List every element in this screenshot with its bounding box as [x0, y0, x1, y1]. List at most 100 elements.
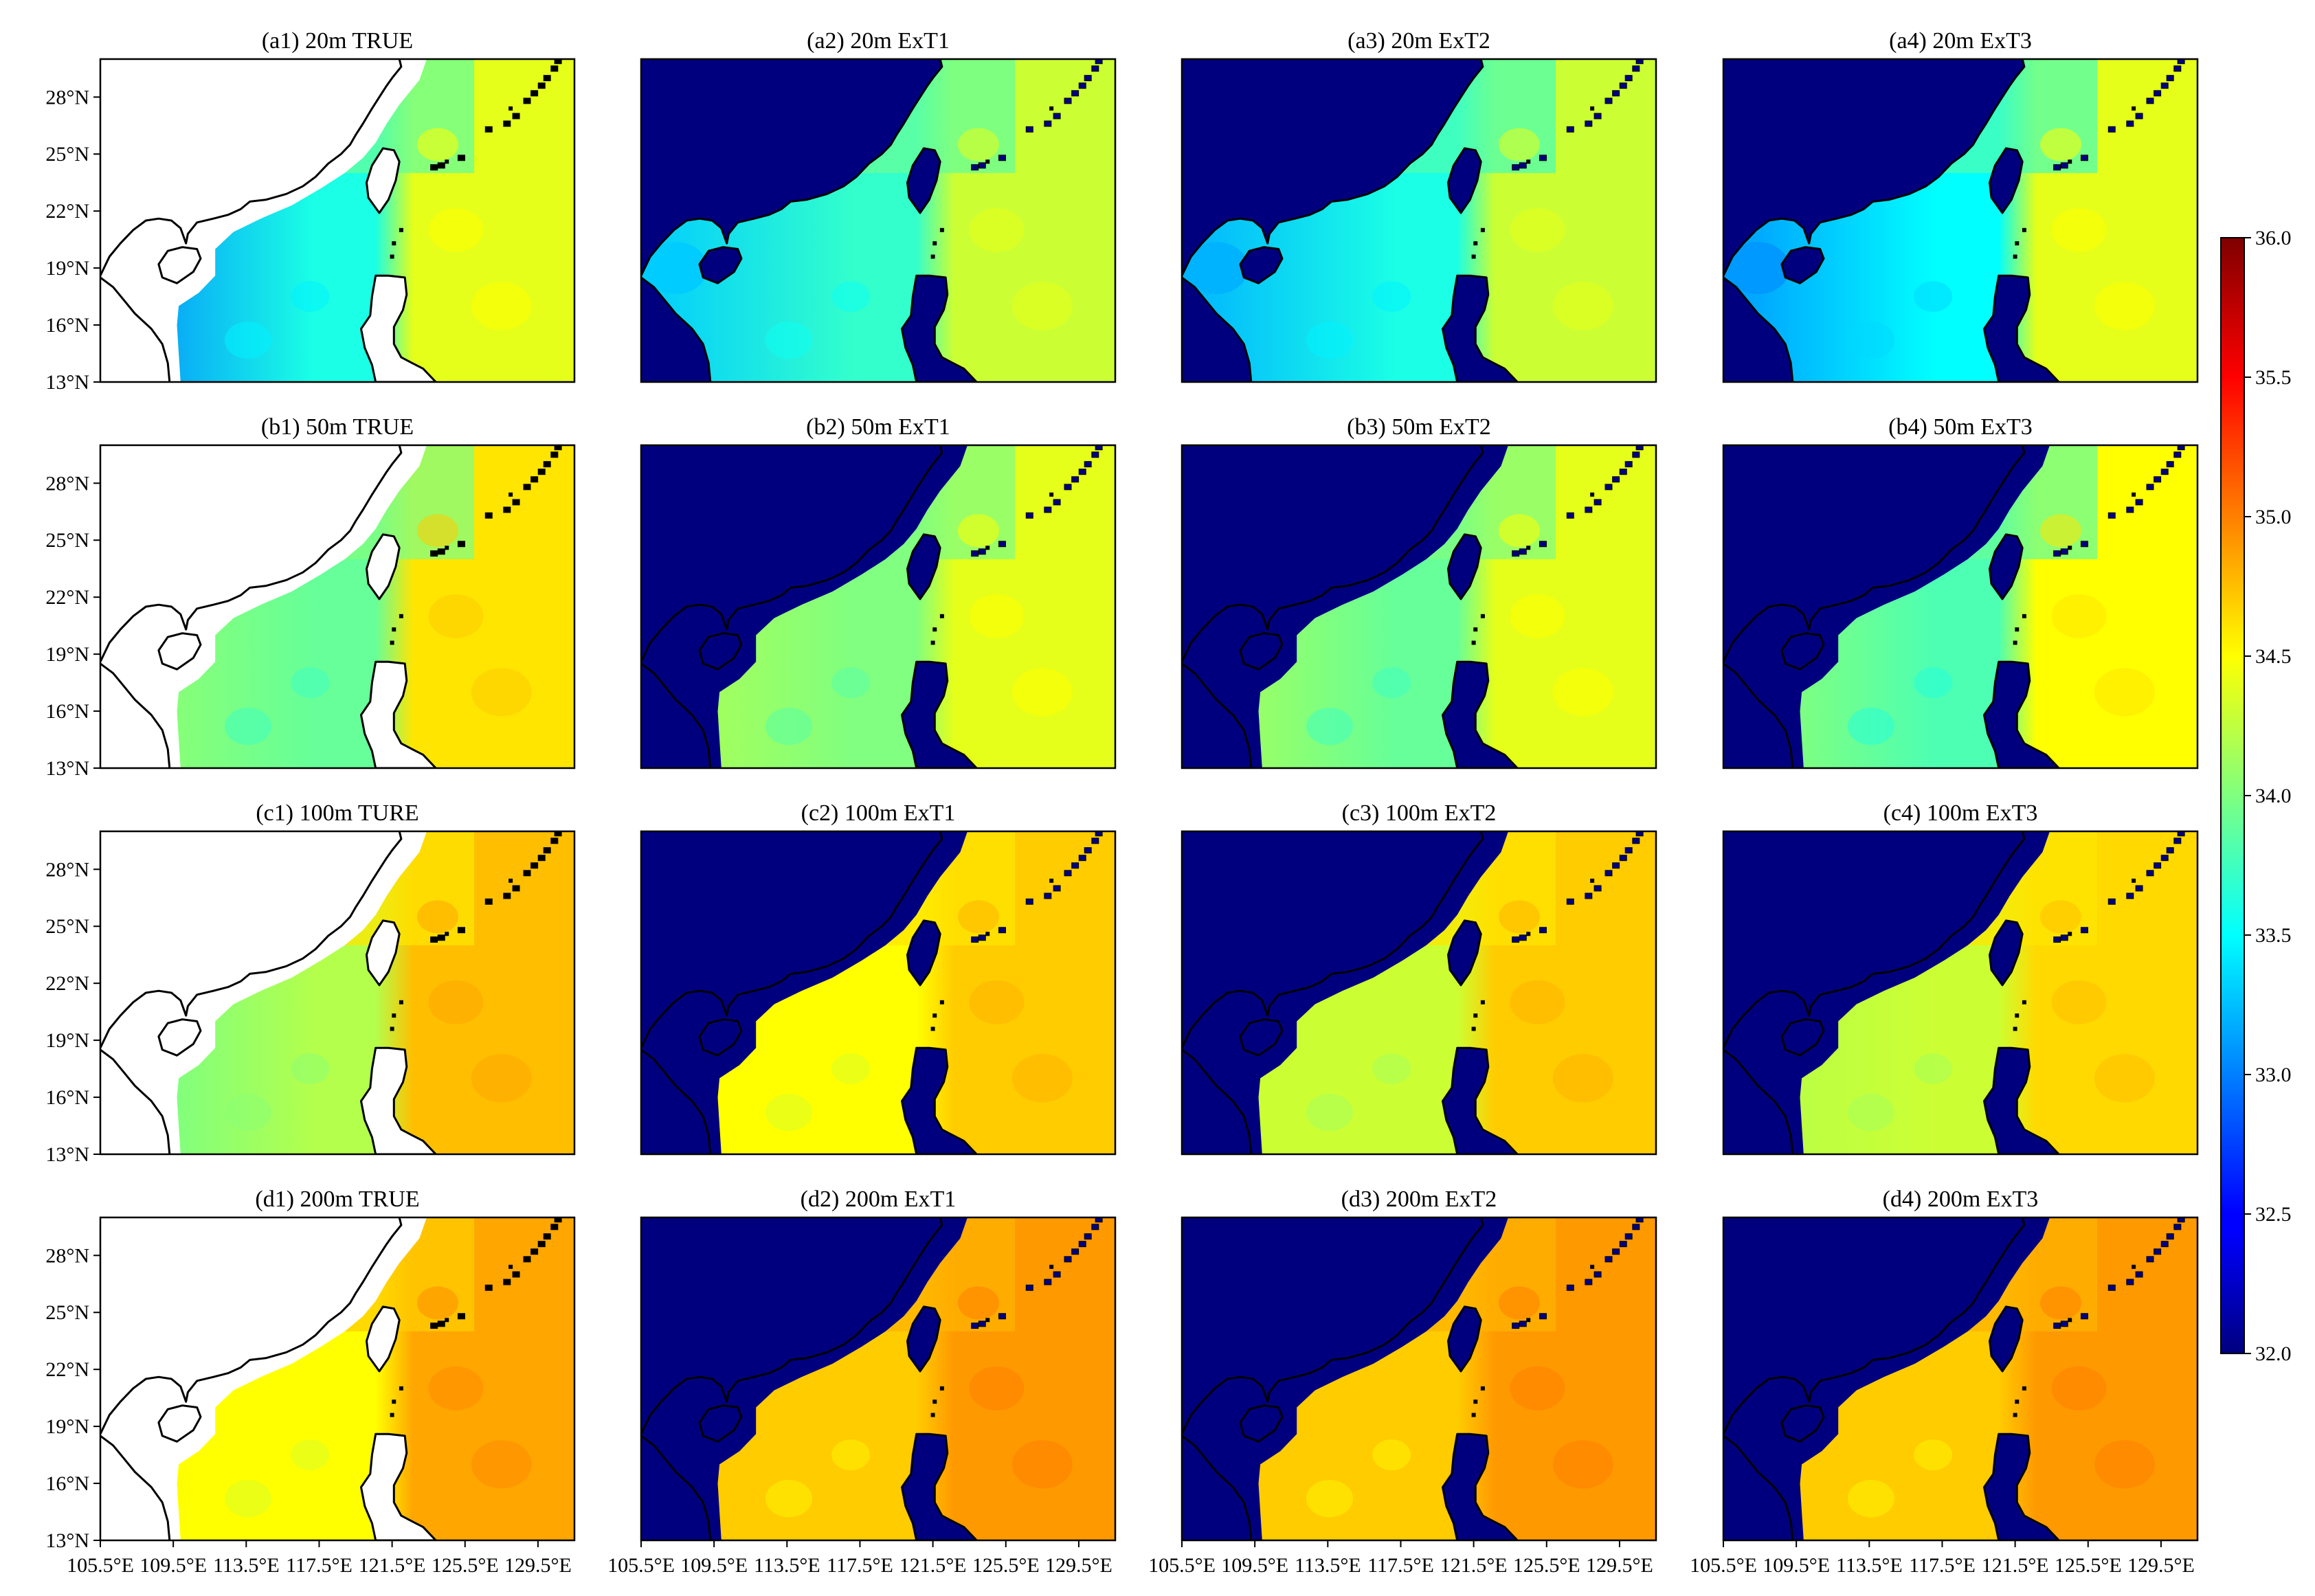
small-island [399, 614, 403, 618]
y-tick-label: 16°N [45, 1086, 89, 1109]
ryukyu-island [1619, 1241, 1627, 1248]
ryukyu-island [1612, 862, 1620, 869]
small-island [2015, 1013, 2020, 1018]
hainan-island [699, 247, 741, 284]
ryukyu-island [1624, 461, 1633, 468]
ryukyu-island [2053, 550, 2061, 557]
ryukyu-island [1585, 120, 1593, 127]
mainland-coastline [1182, 445, 1484, 662]
map-panel: (d2) 200m ExT1 105.5°E 109.5°E 113.5°E 117.5… [607, 1187, 1117, 1577]
ryukyu-island [1585, 506, 1593, 513]
ryukyu-island [1053, 885, 1061, 892]
small-island [932, 1400, 937, 1404]
y-tick-label: 22°N [45, 972, 89, 995]
ryukyu-island [1635, 59, 1644, 65]
panel-frame [1181, 58, 1657, 383]
ryukyu-island [1071, 90, 1080, 97]
eddy-feature [969, 594, 1025, 638]
ryukyu-island [554, 831, 562, 837]
small-island [1471, 254, 1476, 259]
ryukyu-island [437, 1320, 445, 1327]
luzon-island [361, 662, 436, 768]
ryukyu-island [998, 1313, 1006, 1320]
ryukyu-island [530, 862, 539, 869]
ryukyu-island [2107, 898, 2116, 905]
panel-title: (c4) 100m ExT3 [1883, 800, 2038, 826]
taiwan-island [1448, 534, 1481, 599]
ryukyu-island [1084, 75, 1092, 82]
mainland-landmass [1182, 277, 1251, 382]
taiwan-island [907, 1306, 941, 1371]
eddy-feature [1552, 1054, 1613, 1103]
ryukyu-island [1084, 847, 1092, 854]
map-panel: (c1) 100m TURE 13°N 16°N 19°N 22°N 25°N 28°N [45, 800, 576, 1166]
ryukyu-island [2060, 162, 2068, 169]
panel-title: (d3) 200m ExT2 [1341, 1187, 1497, 1212]
taiwan-island [907, 534, 941, 599]
y-tick-label: 19°N [45, 257, 89, 280]
ryukyu-island [1585, 892, 1593, 899]
ryukyu-island [1619, 469, 1627, 475]
small-island [932, 627, 937, 632]
small-island [399, 227, 403, 232]
small-island [1526, 1318, 1531, 1323]
eddy-feature [1306, 321, 1353, 359]
ryukyu-island [978, 162, 986, 169]
ryukyu-island [1539, 155, 1547, 161]
luzon-coastline [901, 1046, 978, 1154]
x-tick-label: 105.5°E [607, 1554, 675, 1577]
mainland-landmass [100, 831, 401, 1048]
ryukyu-island [1025, 1284, 1033, 1291]
ryukyu-island [1078, 82, 1086, 89]
small-island [2068, 546, 2072, 550]
colorbar-tick-label: 32.5 [2255, 1203, 2292, 1226]
ryukyu-island [2080, 155, 2088, 161]
ryukyu-island [2135, 499, 2143, 506]
small-island [1590, 1264, 1595, 1269]
x-tick-label: 109.5°E [680, 1554, 748, 1577]
map-panel: (d3) 200m ExT2 105.5°E 109.5°E 113.5°E 117.5… [1148, 1187, 1657, 1577]
mainland-landmass [1182, 1217, 1483, 1435]
eddy-feature [1552, 282, 1613, 330]
mainland-coastline [1723, 831, 2026, 1048]
ryukyu-island [998, 155, 1006, 161]
ryukyu-island [971, 164, 979, 171]
mainland-landmass [1723, 277, 1793, 382]
luzon-coastline [901, 660, 978, 768]
eddy-feature [765, 1093, 812, 1132]
ryukyu-island [2154, 90, 2162, 97]
x-tick-label: 125.5°E [972, 1554, 1040, 1577]
ryukyu-island [1604, 1256, 1613, 1263]
ryukyu-island [537, 82, 546, 89]
ryukyu-island [550, 838, 559, 844]
x-tick-label: 113.5°E [754, 1554, 820, 1577]
ryukyu-island [2126, 1279, 2134, 1285]
map-panel: (d1) 200m TRUE 13°N 16°N 19°N 22°N 25°N 28°N 10… [45, 1187, 576, 1577]
taiwan-coastline [366, 919, 401, 987]
panel-title: (d1) 200m TRUE [255, 1187, 419, 1212]
luzon-coastline [360, 1046, 437, 1154]
x-tick-label: 129.5°E [2127, 1554, 2195, 1577]
mainland-coastline [1182, 831, 1484, 1048]
panel-frame [1722, 830, 2199, 1156]
ryukyu-island [1064, 1256, 1072, 1263]
colorbar-gradient [2221, 238, 2244, 1353]
ryukyu-island [2154, 476, 2162, 483]
ryukyu-island [437, 934, 445, 941]
ryukyu-island [1078, 469, 1086, 475]
small-island [1590, 492, 1595, 497]
small-island [508, 878, 513, 883]
mainland-landmass [1182, 59, 1483, 276]
taiwan-coastline [906, 919, 941, 987]
mainland-coastline [100, 1048, 171, 1154]
mainland-landmass [100, 1435, 170, 1540]
small-island [390, 640, 394, 645]
map-panel: (b3) 50m ExT2 [1181, 414, 1657, 769]
eddy-feature [1372, 667, 1411, 698]
small-island [390, 1026, 394, 1031]
ryukyu-island [2107, 1284, 2116, 1291]
small-island [930, 1026, 935, 1031]
ryukyu-island [457, 927, 465, 934]
ryukyu-island [523, 484, 531, 491]
eddy-feature [1306, 1479, 1353, 1518]
